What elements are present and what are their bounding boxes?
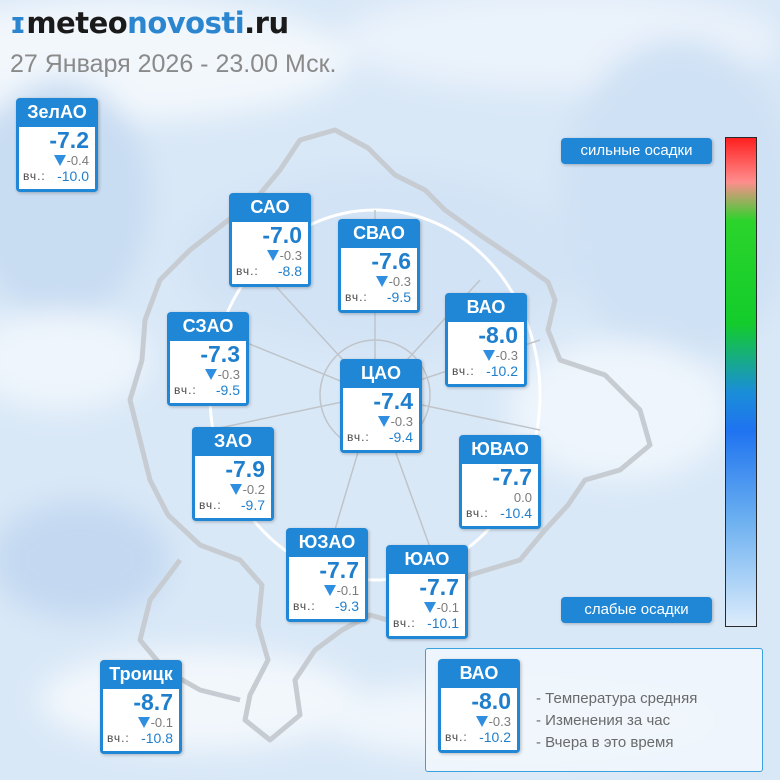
legend-line-hourly-change: - Изменения за час xyxy=(536,712,671,729)
hourly-change: -0.2 xyxy=(242,482,265,497)
yesterday-label: вч.: xyxy=(23,169,46,183)
yesterday-value: -10.0 xyxy=(57,168,89,184)
precipitation-scale-bar xyxy=(725,137,757,627)
district-card-svao: СВАО -7.6 -0.3 вч.: -9.5 xyxy=(338,219,420,313)
temperature-value: -7.6 xyxy=(371,248,411,274)
yesterday-value: -9.7 xyxy=(240,497,265,513)
district-card-tsao: ЦАО -7.4 -0.3 вч.: -9.4 xyxy=(340,359,422,453)
logo-part-ru: .ru xyxy=(244,6,289,40)
down-arrow-icon xyxy=(323,585,336,596)
hourly-change: 0.0 xyxy=(513,490,532,505)
yesterday-label: вч.: xyxy=(199,498,222,512)
district-name: ЮВАО xyxy=(471,439,529,459)
yesterday-value: -9.3 xyxy=(334,598,359,614)
yesterday-label: вч.: xyxy=(347,430,370,444)
yesterday-value: -9.5 xyxy=(386,289,411,305)
site-logo[interactable]: ɪmeteonovosti.ru xyxy=(10,6,289,40)
yesterday-label: вч.: xyxy=(452,364,475,378)
district-name: ЮАО xyxy=(404,549,450,569)
hourly-change: -0.3 xyxy=(488,714,511,729)
down-arrow-icon xyxy=(53,155,66,166)
yesterday-label: вч.: xyxy=(393,616,416,630)
temperature-value: -7.3 xyxy=(200,341,240,367)
district-card-yuzao: ЮЗАО -7.7 -0.1 вч.: -9.3 xyxy=(286,528,368,622)
district-card-sao: САО -7.0 -0.3 вч.: -8.8 xyxy=(229,193,311,287)
yesterday-value: -10.4 xyxy=(500,505,532,521)
forecast-datetime: 27 Января 2026 - 23.00 Мск. xyxy=(10,50,337,78)
down-arrow-icon xyxy=(377,416,390,427)
yesterday-value: -10.2 xyxy=(479,729,511,745)
hourly-change: -0.3 xyxy=(388,274,411,289)
hourly-change: -0.3 xyxy=(390,414,413,429)
district-card-troitsk: Троицк -8.7 -0.1 вч.: -10.8 xyxy=(100,660,182,754)
precipitation-strong-label: сильные осадки xyxy=(561,138,712,164)
district-name: ВАО xyxy=(466,297,506,317)
down-arrow-icon xyxy=(266,250,279,261)
down-arrow-icon xyxy=(482,350,495,361)
temperature-value: -8.0 xyxy=(478,322,518,348)
hourly-change: -0.3 xyxy=(279,248,302,263)
temperature-value: -7.0 xyxy=(262,222,302,248)
yesterday-label: вч.: xyxy=(174,383,197,397)
down-arrow-icon xyxy=(375,276,388,287)
yesterday-value: -9.5 xyxy=(215,382,240,398)
logo-part-meteo: meteo xyxy=(26,6,128,40)
district-name: САО xyxy=(250,197,290,217)
temperature-value: -7.9 xyxy=(225,456,265,482)
district-name: Троицк xyxy=(109,664,173,684)
temperature-value: -7.2 xyxy=(49,127,89,153)
temperature-value: -8.7 xyxy=(133,689,173,715)
yesterday-value: -10.8 xyxy=(141,730,173,746)
district-name: ЗелАО xyxy=(27,102,87,122)
district-card-zelao: ЗелАО -7.2 -0.4 вч.: -10.0 xyxy=(16,98,98,192)
down-arrow-icon xyxy=(229,484,242,495)
logo-part-novosti: novosti xyxy=(127,6,245,40)
yesterday-value: -10.1 xyxy=(427,615,459,631)
yesterday-value: -8.8 xyxy=(277,263,302,279)
yesterday-label: вч.: xyxy=(445,730,468,744)
yesterday-value: -9.4 xyxy=(388,429,413,445)
district-name: ЮЗАО xyxy=(298,532,356,552)
yesterday-label: вч.: xyxy=(466,506,489,520)
yesterday-value: -10.2 xyxy=(486,363,518,379)
temperature-value: -7.7 xyxy=(319,557,359,583)
legend-line-temperature: - Температура средняя xyxy=(536,690,698,707)
yesterday-label: вч.: xyxy=(107,731,130,745)
yesterday-label: вч.: xyxy=(236,264,259,278)
district-card-szao: СЗАО -7.3 -0.3 вч.: -9.5 xyxy=(167,312,249,406)
precipitation-weak-label: слабые осадки xyxy=(561,597,712,623)
legend-example-card: ВАО -8.0 -0.3 вч.: -10.2 xyxy=(438,659,520,753)
temperature-value: -8.0 xyxy=(471,688,511,714)
legend-line-yesterday: - Вчера в это время xyxy=(536,734,674,751)
district-name: ЗАО xyxy=(213,431,253,451)
down-arrow-icon xyxy=(137,717,150,728)
temperature-value: -7.7 xyxy=(492,464,532,490)
temperature-value: -7.7 xyxy=(419,574,459,600)
hourly-change: -0.1 xyxy=(150,715,173,730)
yesterday-label: вч.: xyxy=(345,290,368,304)
hourly-change: -0.1 xyxy=(436,600,459,615)
district-boundaries xyxy=(127,127,653,743)
hourly-change: -0.1 xyxy=(336,583,359,598)
hourly-change: -0.3 xyxy=(217,367,240,382)
district-name: ЦАО xyxy=(361,363,401,383)
yesterday-label: вч.: xyxy=(293,599,316,613)
district-name: СВАО xyxy=(353,223,405,243)
temperature-value: -7.4 xyxy=(373,388,413,414)
district-name: ВАО xyxy=(459,663,499,683)
district-card-vao: ВАО -8.0 -0.3 вч.: -10.2 xyxy=(445,293,527,387)
district-card-zao: ЗАО -7.9 -0.2 вч.: -9.7 xyxy=(192,427,274,521)
district-card-yuao: ЮАО -7.7 -0.1 вч.: -10.1 xyxy=(386,545,468,639)
down-arrow-icon xyxy=(475,716,488,727)
legend-box: ВАО -8.0 -0.3 вч.: -10.2 - Температура ср… xyxy=(425,648,763,772)
logo-mark: ɪ xyxy=(10,6,26,40)
district-name: СЗАО xyxy=(182,316,234,336)
down-arrow-icon xyxy=(204,369,217,380)
hourly-change: -0.4 xyxy=(66,153,89,168)
district-card-yuvao: ЮВАО -7.7 0.0 вч.: -10.4 xyxy=(459,435,541,529)
hourly-change: -0.3 xyxy=(495,348,518,363)
down-arrow-icon xyxy=(423,602,436,613)
